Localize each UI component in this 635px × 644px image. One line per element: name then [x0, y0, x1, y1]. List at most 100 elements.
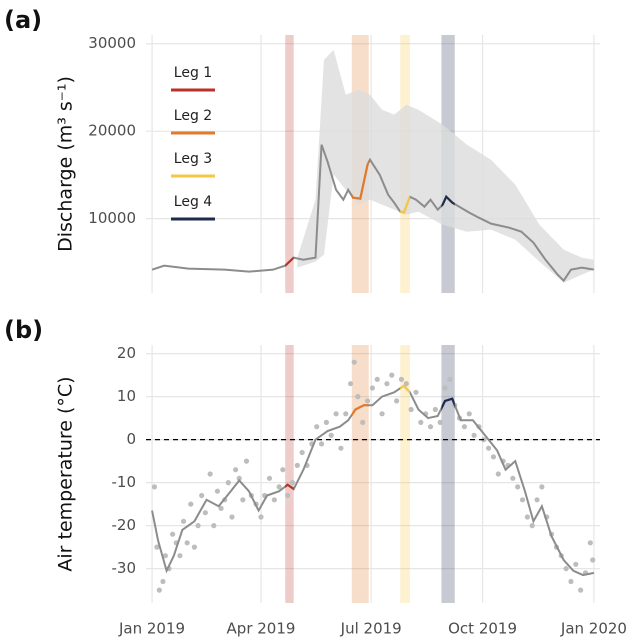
- data-point: [236, 475, 242, 481]
- data-point: [447, 376, 453, 382]
- data-point: [524, 514, 530, 520]
- data-point: [348, 381, 354, 387]
- y-tick-label: -30: [112, 559, 137, 577]
- data-point: [461, 424, 468, 430]
- data-point: [418, 419, 424, 425]
- y-tick-label: 30000: [88, 34, 136, 52]
- data-point: [563, 566, 569, 572]
- data-point: [437, 419, 443, 425]
- data-point: [154, 544, 160, 550]
- panel-label: (a): [4, 6, 42, 34]
- data-point: [471, 432, 477, 438]
- data-point: [162, 553, 168, 559]
- data-point: [534, 497, 540, 503]
- leg-line-highlight: [441, 397, 455, 411]
- data-point: [519, 497, 526, 503]
- data-point: [188, 501, 194, 507]
- data-point: [389, 372, 395, 378]
- data-point: [539, 484, 545, 490]
- x-tick-label: Jan 2019: [118, 620, 185, 638]
- data-point: [195, 523, 201, 529]
- data-point: [568, 578, 574, 585]
- panel-label: (b): [4, 316, 43, 344]
- y-tick-label: -10: [112, 473, 137, 491]
- data-point: [360, 419, 366, 425]
- x-tick-label: Jan 2020: [560, 620, 627, 638]
- data-point: [495, 471, 501, 477]
- y-tick-label: 10: [117, 387, 136, 405]
- y-axis-title: Air temperature (°C): [55, 376, 77, 571]
- data-point: [180, 518, 187, 524]
- data-point: [184, 540, 190, 546]
- data-point: [587, 540, 593, 546]
- y-tick-label: 10000: [88, 209, 136, 227]
- data-point: [578, 587, 584, 593]
- data-point: [323, 419, 329, 425]
- data-point: [240, 497, 246, 503]
- leg-span: [285, 35, 294, 293]
- leg-span: [441, 345, 455, 603]
- data-point: [379, 411, 385, 417]
- data-point: [232, 467, 239, 473]
- data-point: [351, 359, 357, 365]
- data-point: [160, 578, 166, 585]
- x-tick-label: Oct 2019: [448, 620, 517, 638]
- data-point: [466, 411, 472, 417]
- data-point: [338, 445, 344, 451]
- data-point: [156, 587, 162, 593]
- data-point: [294, 462, 300, 468]
- data-point: [243, 458, 250, 464]
- data-point: [486, 445, 492, 451]
- data-point: [529, 523, 535, 529]
- data-point: [271, 497, 277, 503]
- data-point: [177, 553, 183, 559]
- leg-span: [285, 345, 294, 603]
- y-axis-title: Discharge (m³ s⁻¹): [55, 76, 77, 252]
- leg-span: [400, 345, 410, 603]
- data-point: [364, 398, 371, 404]
- data-point: [333, 411, 339, 417]
- legend-label: Leg 3: [174, 151, 212, 167]
- data-line: [151, 384, 595, 577]
- legend-label: Leg 2: [174, 108, 212, 124]
- data-point: [214, 488, 221, 494]
- data-point: [398, 376, 405, 382]
- data-point: [229, 514, 235, 520]
- data-point: [427, 424, 434, 430]
- leg-line-highlight: [400, 384, 410, 395]
- data-point: [289, 480, 296, 486]
- data-point: [394, 398, 400, 404]
- y-tick-label: 20000: [88, 122, 136, 140]
- data-point: [403, 381, 409, 387]
- data-point: [314, 424, 320, 430]
- data-point: [285, 492, 291, 499]
- data-point: [280, 467, 286, 473]
- data-point: [191, 544, 198, 550]
- data-point: [299, 449, 305, 456]
- x-tick-label: Jul 2019: [340, 620, 402, 638]
- data-point: [318, 441, 325, 447]
- data-point: [369, 385, 375, 391]
- range-band: [297, 49, 594, 283]
- x-tick-label: Apr 2019: [227, 620, 296, 638]
- data-point: [510, 475, 516, 481]
- data-point: [408, 406, 414, 413]
- data-point: [384, 381, 390, 387]
- legend-label: Leg 1: [174, 65, 212, 81]
- data-point: [442, 385, 448, 391]
- leg-line-highlight: [400, 195, 410, 214]
- data-point: [170, 531, 176, 537]
- data-point: [266, 475, 273, 481]
- data-point: [151, 484, 158, 490]
- data-point: [413, 389, 419, 395]
- leg-line-highlight: [285, 483, 294, 491]
- data-point: [202, 510, 208, 516]
- y-tick-label: 20: [117, 344, 136, 362]
- data-point: [573, 561, 579, 567]
- legend-label: Leg 4: [174, 194, 213, 210]
- data-point: [276, 484, 282, 490]
- data-point: [490, 454, 497, 460]
- leg-line-highlight: [351, 404, 369, 417]
- data-point: [207, 471, 213, 477]
